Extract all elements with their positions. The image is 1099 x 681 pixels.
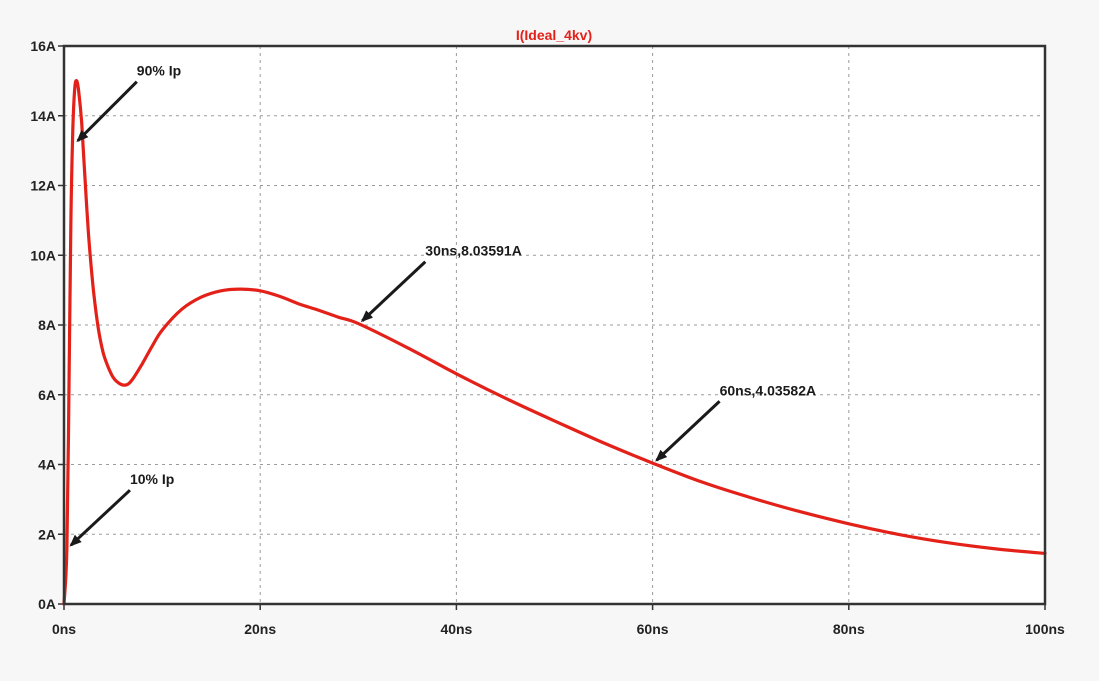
annotations: 90% Ip 10% Ip 30ns,8.03591A 60ns,4.03582A <box>69 63 817 547</box>
y-tick-label: 8A <box>38 317 56 333</box>
y-tick-label: 4A <box>38 457 56 473</box>
annotation-label: 90% Ip <box>137 63 181 79</box>
annotation-arrow <box>69 489 131 547</box>
annotation-arrow <box>360 260 427 323</box>
x-tick-label: 40ns <box>440 621 472 637</box>
y-tick-label: 0A <box>38 596 56 612</box>
y-axis-ticks: 0A 2A 4A 6A 8A 10A 12A 14A 16A <box>30 38 64 612</box>
chart-title: I(Ideal_4kv) <box>516 27 592 43</box>
annotation-label: 10% Ip <box>130 471 174 487</box>
x-tick-label: 80ns <box>833 621 865 637</box>
annotation-label: 60ns,4.03582A <box>720 382 817 398</box>
x-tick-label: 60ns <box>637 621 669 637</box>
y-tick-label: 16A <box>30 38 56 54</box>
annotation-arrow <box>76 80 138 143</box>
x-tick-label: 100ns <box>1025 621 1065 637</box>
plot-frame <box>62 44 1047 606</box>
y-tick-label: 10A <box>30 247 56 263</box>
y-tick-label: 14A <box>30 108 56 124</box>
y-tick-label: 6A <box>38 387 56 403</box>
series-line <box>62 78 1047 606</box>
x-tick-label: 20ns <box>244 621 276 637</box>
y-tick-label: 2A <box>38 526 56 542</box>
annotation-label: 30ns,8.03591A <box>425 243 522 259</box>
y-tick-label: 12A <box>30 178 56 194</box>
annotation-arrow <box>655 400 721 462</box>
x-axis-ticks: 0ns 20ns 40ns 60ns 80ns 100ns <box>52 604 1065 637</box>
grid-lines <box>64 46 1045 604</box>
x-tick-label: 0ns <box>52 621 76 637</box>
